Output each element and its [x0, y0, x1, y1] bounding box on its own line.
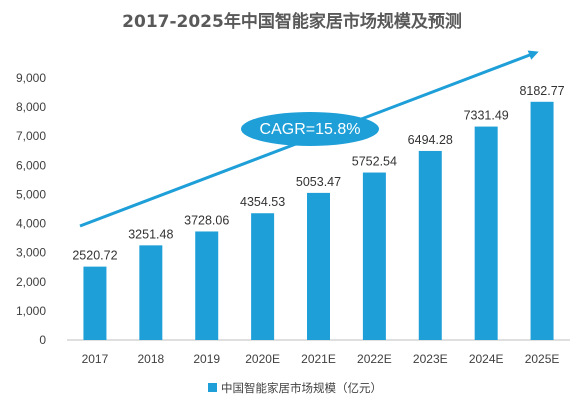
- legend: 中国智能家居市场规模（亿元）: [208, 381, 382, 395]
- cagr-ellipse: [241, 112, 379, 146]
- y-tick-label: 9,000: [16, 71, 46, 85]
- data-label: 3251.48: [128, 227, 173, 241]
- x-tick-label: 2018: [137, 352, 164, 366]
- y-tick-label: 5,000: [16, 187, 46, 201]
- x-tick-label: 2020E: [245, 352, 280, 366]
- x-tick-label: 2023E: [413, 352, 448, 366]
- x-tick-label: 2022E: [357, 352, 392, 366]
- data-label: 6494.28: [408, 133, 453, 147]
- x-tick-label: 2021E: [301, 352, 336, 366]
- bar-series: [83, 101, 554, 341]
- y-tick-label: 4,000: [16, 217, 46, 231]
- bar: [530, 101, 554, 341]
- y-tick-label: 0: [39, 333, 46, 347]
- bar: [83, 266, 107, 340]
- data-labels: 2520.72 3251.48 3728.06 4354.53 5053.47 5752.…: [72, 84, 564, 263]
- bar: [418, 150, 442, 340]
- legend-swatch: [208, 383, 217, 392]
- bar: [195, 231, 219, 340]
- chart-title: 2017-2025年中国智能家居市场规模及预测: [122, 11, 462, 32]
- x-axis-ticks: 2017 2018 2019 2020E 2021E 2022E 2023E 2024E 202…: [82, 352, 560, 366]
- cagr-annotation: CAGR=15.8%: [260, 121, 361, 138]
- y-tick-label: 3,000: [16, 246, 46, 260]
- bar: [139, 245, 163, 340]
- bar: [362, 172, 386, 340]
- x-tick-label: 2025E: [525, 352, 560, 366]
- y-axis-ticks: 0 1,000 2,000 3,000 4,000 5,000 6,000 7,000 8,00…: [16, 71, 46, 347]
- data-label: 5053.47: [296, 175, 341, 189]
- y-tick-label: 1,000: [16, 304, 46, 318]
- data-label: 2520.72: [72, 249, 117, 263]
- legend-label: 中国智能家居市场规模（亿元）: [221, 381, 382, 395]
- y-tick-label: 6,000: [16, 158, 46, 172]
- data-label: 7331.49: [464, 109, 509, 123]
- bar: [474, 126, 498, 341]
- y-tick-label: 8,000: [16, 100, 46, 114]
- data-label: 3728.06: [184, 213, 229, 227]
- x-tick-label: 2024E: [469, 352, 504, 366]
- data-label: 4354.53: [240, 195, 285, 209]
- x-tick-label: 2017: [82, 352, 109, 366]
- x-tick-label: 2019: [193, 352, 220, 366]
- data-label: 8182.77: [519, 84, 564, 98]
- y-tick-label: 2,000: [16, 275, 46, 289]
- y-tick-label: 7,000: [16, 129, 46, 143]
- data-label: 5752.54: [352, 155, 397, 169]
- bar: [251, 213, 275, 340]
- bar: [307, 192, 330, 340]
